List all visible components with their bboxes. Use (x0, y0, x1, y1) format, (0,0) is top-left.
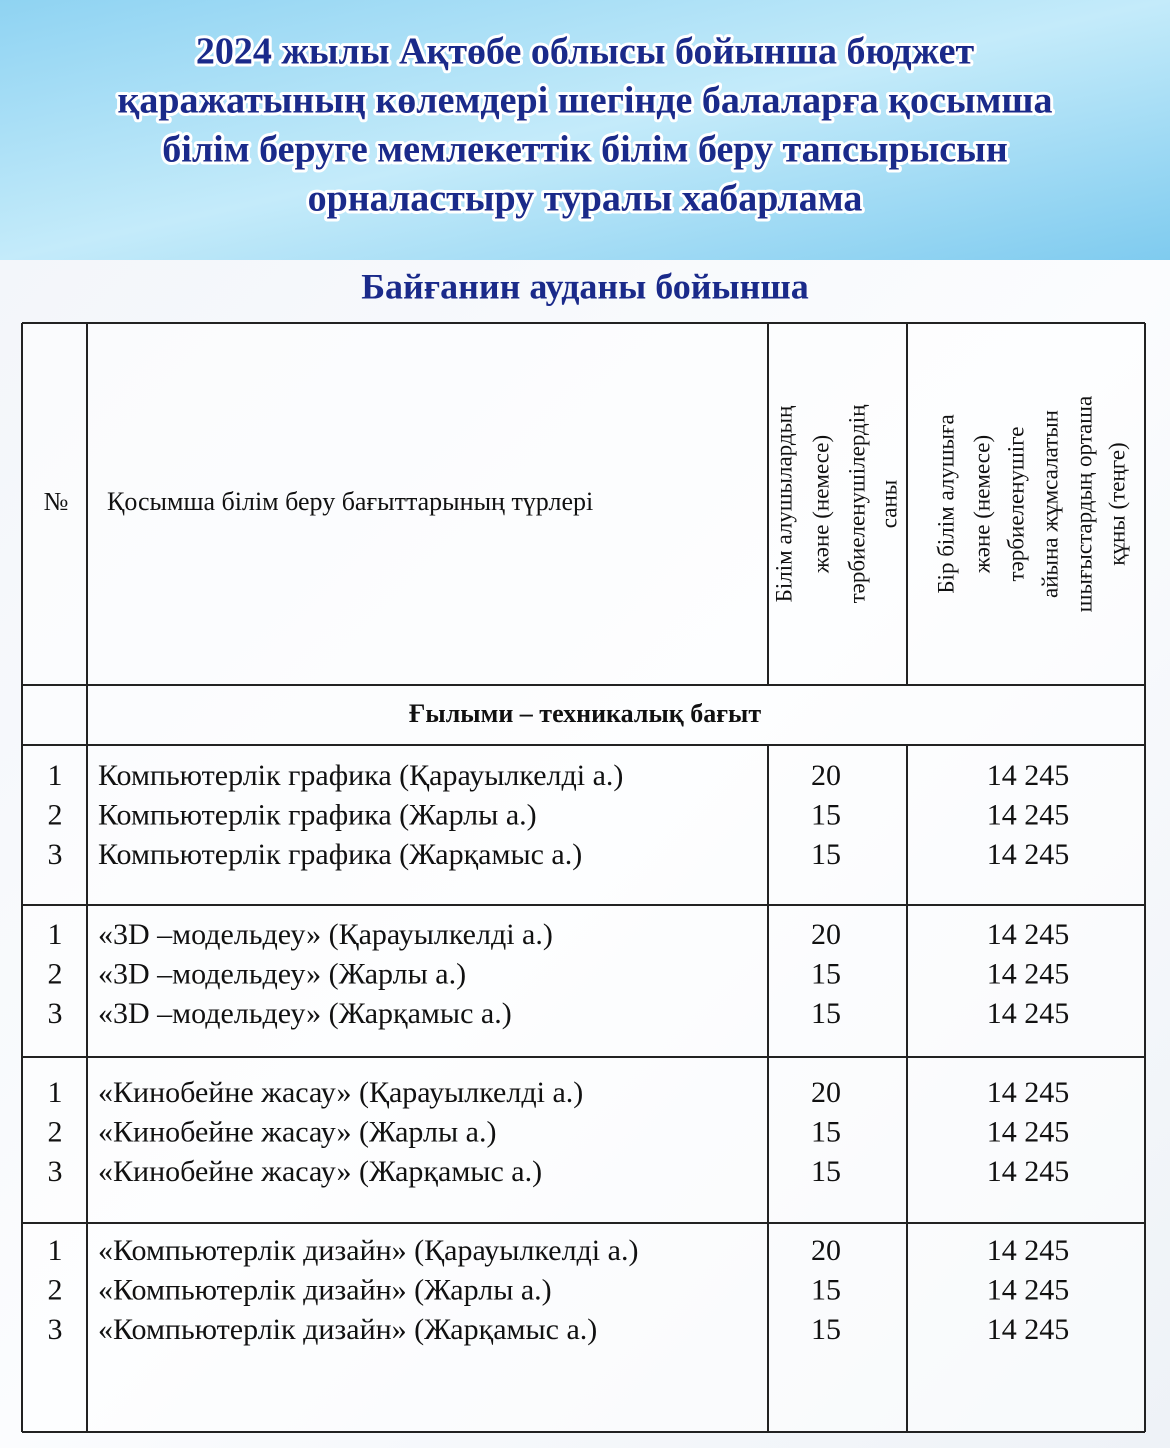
title-line: орналастыру туралы хабарлама (308, 178, 863, 220)
title-line: қаражатының көлемдері шегінде балаларға … (118, 80, 1053, 122)
column-header: тәрбиеленушілердің (844, 404, 869, 604)
row-number: 3 (48, 1313, 63, 1346)
column-header: Бір білім алушыға (933, 414, 958, 593)
student-count: 15 (811, 1115, 841, 1148)
row-number: 1 (48, 759, 63, 792)
row-number: 3 (48, 1155, 63, 1188)
program-name: Компьютерлік графика (Жарлы а.) (98, 798, 537, 831)
program-name: Компьютерлік графика (Жарқамыс а.) (98, 838, 582, 871)
student-count: 20 (811, 918, 841, 951)
column-header: тәрбиеленушіге (1003, 427, 1028, 582)
student-count: 15 (811, 997, 841, 1030)
student-count: 15 (811, 798, 841, 831)
student-count: 20 (811, 1234, 841, 1267)
student-count: 15 (811, 1155, 841, 1188)
row-number: 3 (48, 997, 63, 1030)
average-cost: 14 245 (987, 997, 1070, 1030)
student-count: 15 (811, 957, 841, 990)
student-count: 15 (811, 1313, 841, 1346)
row-number: 1 (48, 918, 63, 951)
column-header: № (44, 487, 69, 516)
column-header: саны (876, 480, 901, 528)
column-header: шығыстардың орташа (1071, 396, 1096, 612)
average-cost: 14 245 (987, 1155, 1070, 1188)
average-cost: 14 245 (987, 1076, 1070, 1109)
average-cost: 14 245 (987, 1234, 1070, 1267)
student-count: 15 (811, 838, 841, 871)
program-name: «3D –модельдеу» (Жарқамыс а.) (98, 997, 512, 1030)
program-name: «3D –модельдеу» (Жарлы а.) (98, 957, 466, 990)
average-cost: 14 245 (987, 918, 1070, 951)
average-cost: 14 245 (987, 1313, 1070, 1346)
average-cost: 14 245 (987, 957, 1070, 990)
column-header: құны (теңге) (1104, 442, 1129, 565)
header-banner (0, 0, 1170, 260)
row-number: 2 (48, 798, 63, 831)
student-count: 20 (811, 759, 841, 792)
subtitle: Байғанин ауданы бойынша (361, 266, 809, 306)
row-number: 1 (48, 1234, 63, 1267)
program-name: «Компьютерлік дизайн» (Қарауылкелді а.) (98, 1234, 638, 1267)
program-name: «Кинобейне жасау» (Қарауылкелді а.) (98, 1076, 583, 1109)
title-line: білім беруге мемлекеттік білім беру тапс… (162, 129, 1007, 171)
column-header: және (немесе) (808, 435, 833, 574)
column-header: және (немесе) (969, 435, 994, 574)
column-header: Білім алушылардың (771, 405, 796, 602)
average-cost: 14 245 (987, 838, 1070, 871)
row-number: 2 (48, 1273, 63, 1306)
row-number: 1 (48, 1076, 63, 1109)
program-name: Компьютерлік графика (Қарауылкелді а.) (98, 759, 623, 792)
program-name: «3D –модельдеу» (Қарауылкелді а.) (98, 918, 553, 951)
section-title: Ғылыми – техникалық бағыт (409, 699, 761, 728)
title-line: 2024 жылы Ақтөбе облысы бойынша бюджет (196, 31, 975, 73)
student-count: 20 (811, 1076, 841, 1109)
row-number: 3 (48, 838, 63, 871)
average-cost: 14 245 (987, 798, 1070, 831)
average-cost: 14 245 (987, 1273, 1070, 1306)
row-number: 2 (48, 1115, 63, 1148)
program-name: «Кинобейне жасау» (Жарқамыс а.) (98, 1155, 542, 1188)
program-name: «Кинобейне жасау» (Жарлы а.) (98, 1115, 496, 1148)
row-number: 2 (48, 957, 63, 990)
program-name: «Компьютерлік дизайн» (Жарқамыс а.) (98, 1313, 597, 1346)
table-background (22, 323, 1145, 1432)
average-cost: 14 245 (987, 1115, 1070, 1148)
column-header: Қосымша білім беру бағыттарының түрлері (107, 487, 593, 516)
program-name: «Компьютерлік дизайн» (Жарлы а.) (98, 1273, 552, 1306)
column-header: айына жұмсалатын (1037, 410, 1062, 598)
average-cost: 14 245 (987, 759, 1070, 792)
student-count: 15 (811, 1273, 841, 1306)
